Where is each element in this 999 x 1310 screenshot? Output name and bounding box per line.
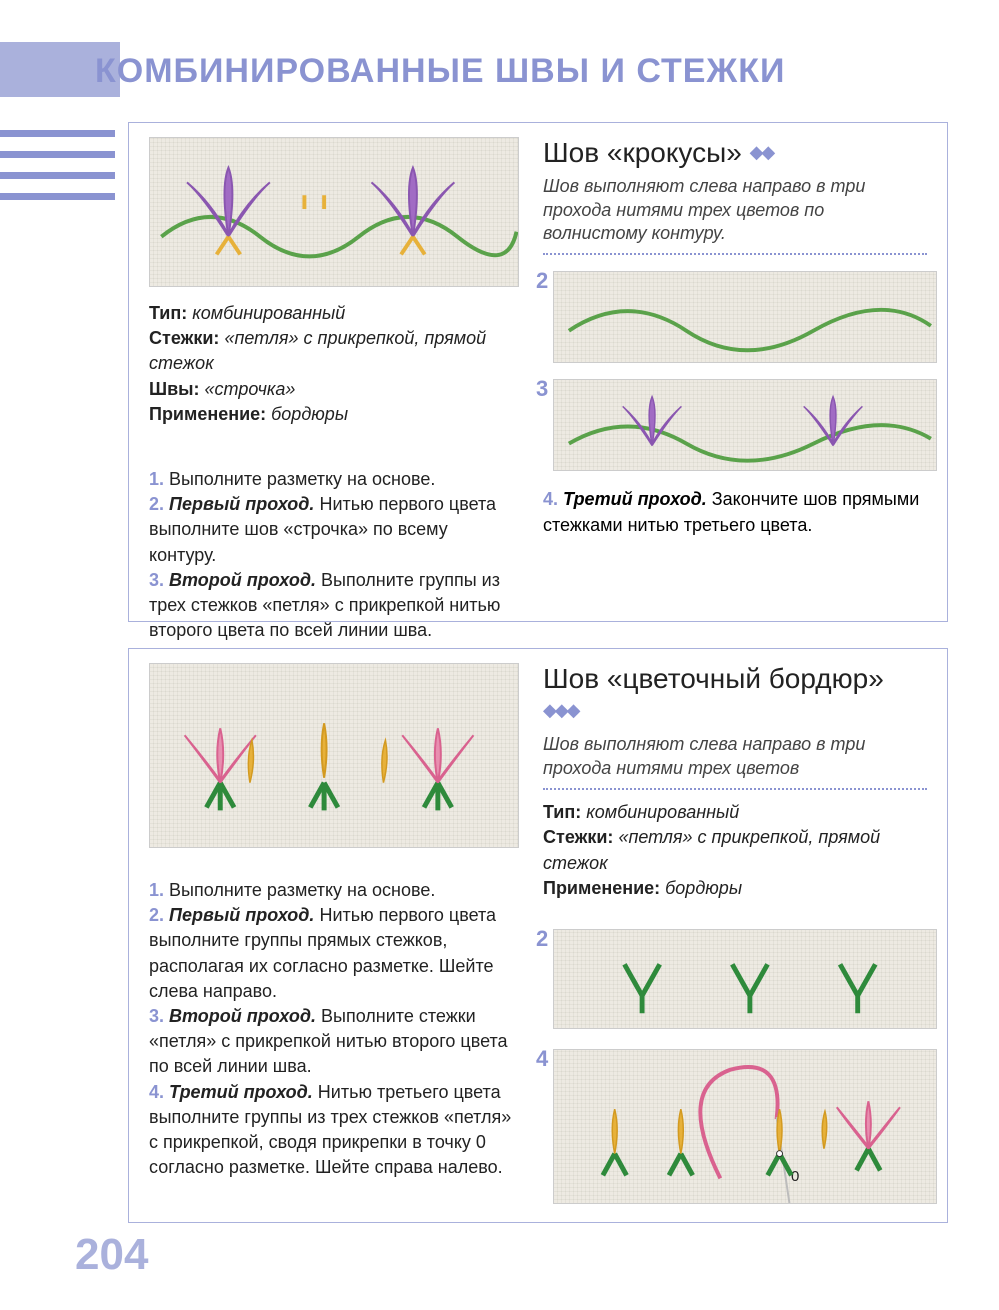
stripe (0, 151, 115, 158)
meta-type-label: Тип: (149, 303, 187, 323)
section-subtitle-2: Шов выполняют слева направо в три проход… (543, 733, 927, 780)
meta-block: Тип: комбинированный Стежки: «петля» с п… (149, 301, 519, 427)
steps-left-2: 1. Выполните разметку на основе. 2. Перв… (149, 878, 519, 1180)
wave-illustration (554, 272, 936, 362)
step-text: Выполните разметку на основе. (164, 469, 435, 489)
swatch-crocus-main (149, 137, 519, 287)
meta-seams-value: «строчка» (205, 379, 296, 399)
meta-use-value: бордюры (271, 404, 348, 424)
step-num: 1. (149, 469, 164, 489)
meta-stitches-label: Стежки: (149, 328, 219, 348)
step-num: 2. (149, 905, 164, 925)
divider (543, 253, 927, 255)
step-text: Выполните разметку на основе. (164, 880, 435, 900)
meta-block-2: Тип: комбинированный Стежки: «петля» с п… (543, 800, 927, 901)
flower-border-illustration (150, 664, 518, 847)
stripe (0, 193, 115, 200)
step-pass: Второй проход. (164, 1006, 316, 1026)
meta-type-label: Тип: (543, 802, 581, 822)
swatch-label: 4 (536, 1046, 548, 1072)
step-pass: Третий проход. (558, 489, 707, 509)
section-title-2: Шов «цветочный бордюр» ◆◆◆ (543, 663, 927, 727)
page-number: 204 (75, 1230, 148, 1280)
swatch-flower-main (149, 663, 519, 848)
section-crocus: Тип: комбинированный Стежки: «петля» с п… (128, 122, 948, 622)
swatch-label: 3 (536, 376, 548, 402)
step-pass: Третий проход. (164, 1082, 313, 1102)
step-num: 4. (149, 1082, 164, 1102)
side-stripes (0, 130, 115, 214)
page-title: КОМБИНИРОВАННЫЕ ШВЫ И СТЕЖКИ (95, 52, 785, 91)
meta-type-value: комбинированный (586, 802, 739, 822)
meta-type-value: комбинированный (192, 303, 345, 323)
section-flower-border: 1. Выполните разметку на основе. 2. Перв… (128, 648, 948, 1223)
divider (543, 788, 927, 790)
meta-use-value: бордюры (665, 878, 742, 898)
steps-left: 1. Выполните разметку на основе. 2. Перв… (149, 467, 519, 643)
swatch-flower-step2: 2 (553, 929, 937, 1029)
stripe (0, 130, 115, 137)
step-num: 2. (149, 494, 164, 514)
section-title: Шов «крокусы» ◆◆ (543, 137, 927, 169)
swatch-label: 2 (536, 926, 548, 952)
step-num: 3. (149, 1006, 164, 1026)
stripe (0, 172, 115, 179)
page-header: КОМБИНИРОВАННЫЕ ШВЫ И СТЕЖКИ (0, 42, 999, 97)
crocus-step3-illustration (554, 380, 936, 470)
step-num: 4. (543, 489, 558, 509)
meta-use-label: Применение: (149, 404, 266, 424)
step-num: 3. (149, 570, 164, 590)
swatch-crocus-step3: 3 (553, 379, 937, 471)
swatch-label: 2 (536, 268, 548, 294)
step-pass: Первый проход. (164, 905, 314, 925)
flower-step4-illustration (554, 1050, 936, 1203)
step-pass: Второй проход. (164, 570, 316, 590)
step4-text: 4. Третий проход. Закончите шов прямыми … (543, 487, 927, 537)
step-num: 1. (149, 880, 164, 900)
difficulty-icon: ◆◆ (750, 142, 774, 162)
swatch-crocus-step2: 2 (553, 271, 937, 363)
step-pass: Первый проход. (164, 494, 314, 514)
crocus-illustration (150, 138, 518, 286)
swatch-flower-step4: 4 (553, 1049, 937, 1204)
section-subtitle: Шов выполняют слева направо в три проход… (543, 175, 927, 245)
green-v-illustration (554, 930, 936, 1028)
meta-use-label: Применение: (543, 878, 660, 898)
title-text: Шов «крокусы» (543, 137, 742, 168)
difficulty-icon: ◆◆◆ (543, 700, 579, 720)
meta-seams-label: Швы: (149, 379, 200, 399)
title-text: Шов «цветочный бордюр» (543, 663, 884, 694)
meta-stitches-label: Стежки: (543, 827, 613, 847)
